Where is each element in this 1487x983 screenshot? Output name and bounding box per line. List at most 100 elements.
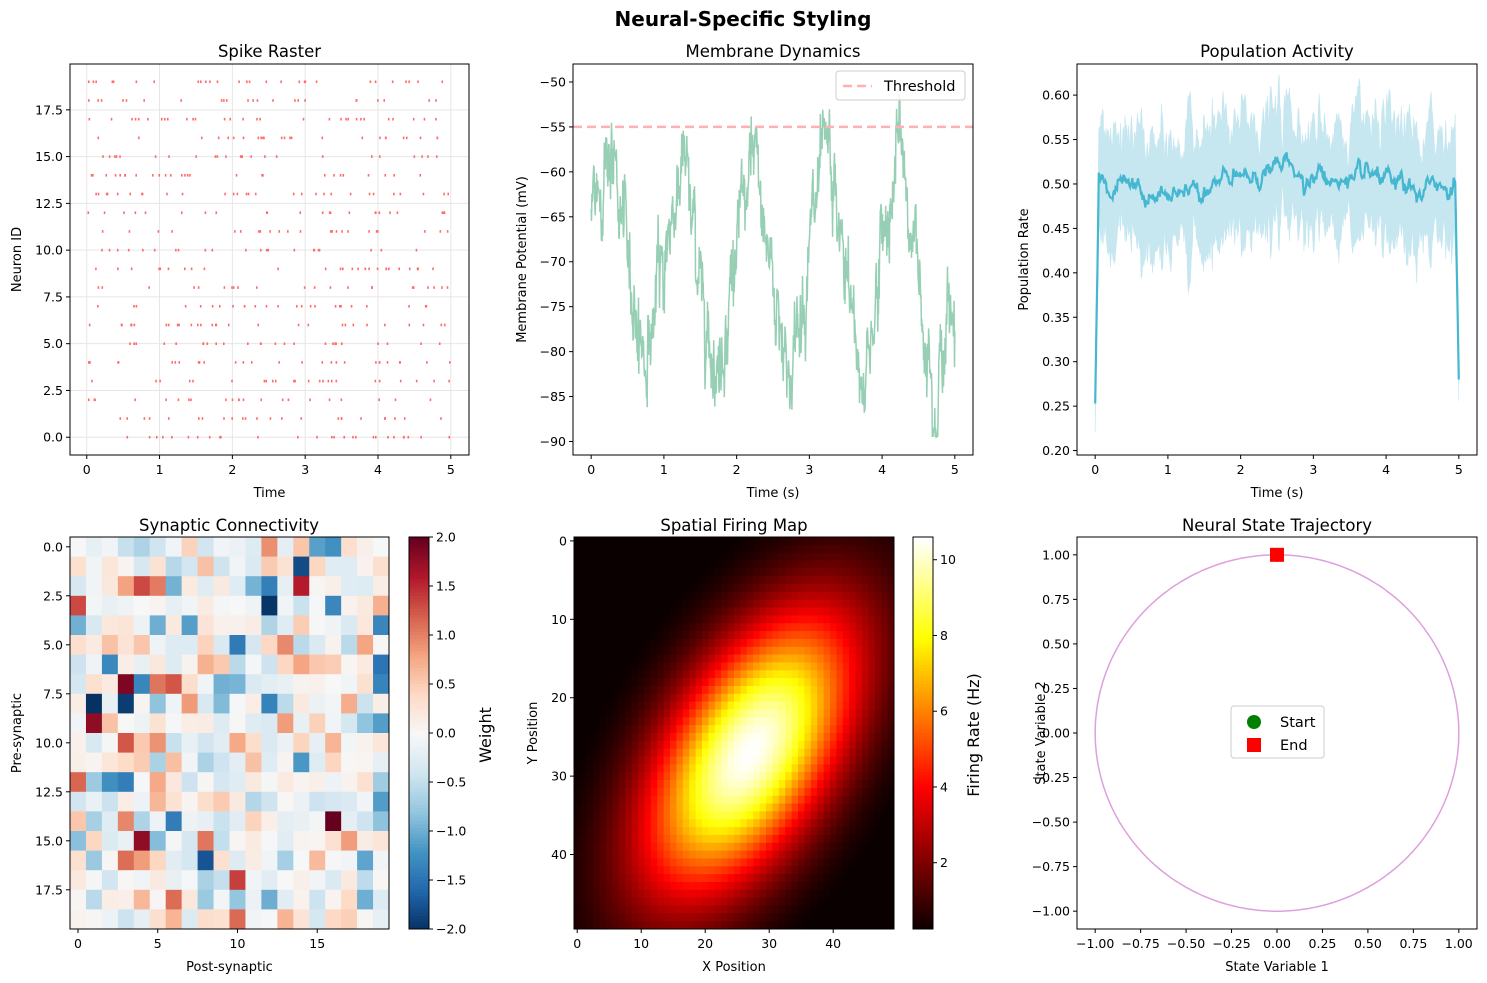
- spatial-cell: [753, 874, 760, 883]
- spatial-cell: [753, 921, 760, 930]
- spatial-cell: [785, 756, 792, 765]
- spatial-cell: [599, 725, 607, 734]
- spatial-cell: [625, 568, 632, 577]
- spatial-cell: [810, 537, 818, 546]
- spatial-cell: [740, 905, 748, 914]
- spatial-cell: [836, 842, 844, 851]
- spatial-cell: [746, 733, 754, 742]
- spatial-cell: [823, 834, 831, 844]
- spatial-colorbar-step: [913, 883, 933, 888]
- spatial-cell: [791, 544, 799, 554]
- spatial-cell: [631, 772, 639, 781]
- spatial-cell: [862, 725, 869, 734]
- spatial-cell: [638, 631, 645, 640]
- spatial-cell: [804, 631, 812, 640]
- connectivity-cell: [70, 674, 87, 695]
- spatial-cell: [855, 685, 863, 695]
- connectivity-cell: [357, 615, 374, 636]
- spatial-cell: [849, 740, 856, 750]
- spatial-colorbar-step: [913, 834, 933, 839]
- spatial-cell: [721, 685, 728, 695]
- spatial-cell: [708, 701, 716, 710]
- connectivity-cell: [165, 674, 183, 695]
- spatial-cell: [689, 646, 696, 655]
- spatial-cell: [785, 725, 792, 734]
- spatial-cell: [631, 764, 639, 773]
- connectivity-cell: [309, 576, 326, 597]
- spatial-cell: [670, 685, 677, 695]
- spatial-cell: [618, 811, 626, 820]
- spatial-cell: [798, 897, 805, 906]
- spatial-cell: [695, 678, 703, 687]
- spatial-cell: [663, 866, 671, 875]
- spatial-cell: [586, 881, 594, 891]
- spatial-cell: [849, 623, 856, 632]
- spatial-cell: [650, 654, 658, 663]
- spatial-cell: [842, 740, 850, 750]
- spatial-cell: [599, 638, 607, 648]
- spatial-cell: [593, 701, 600, 710]
- spatial-cell: [586, 568, 594, 577]
- spatial-cell: [663, 552, 671, 561]
- trajectory-ytick-label-1: 0.75: [1042, 592, 1070, 607]
- spatial-cell: [855, 787, 863, 797]
- spatial-cell: [714, 701, 722, 710]
- spatial-cell: [670, 772, 677, 781]
- spatial-cell: [804, 725, 812, 734]
- spatial-cell: [887, 576, 895, 585]
- spatial-cell: [593, 544, 600, 554]
- spike-raster-ytick-label-7: 17.5: [35, 102, 63, 117]
- spatial-cell: [682, 717, 690, 726]
- spatial-cell: [778, 850, 786, 859]
- spatial-cell: [830, 866, 837, 875]
- connectivity-chart: Synaptic Connectivity 0 5 10 15 0.02.55.07.…: [10, 516, 495, 975]
- spatial-cell: [580, 670, 588, 679]
- spatial-cell: [612, 858, 620, 867]
- spatial-cell: [702, 905, 709, 914]
- spatial-cell: [708, 740, 716, 750]
- connectivity-cell: [325, 909, 342, 930]
- population-ytick-label-1: 0.25: [1042, 399, 1070, 414]
- connectivity-cell: [149, 733, 167, 753]
- spatial-cell: [606, 623, 613, 632]
- spatial-cell: [830, 662, 837, 671]
- spatial-cell: [810, 552, 818, 561]
- spatial-cell: [874, 874, 882, 883]
- connectivity-cell: [277, 654, 294, 675]
- spatial-cell: [881, 709, 888, 718]
- spatial-cell: [727, 772, 735, 781]
- spatial-cell: [676, 772, 684, 781]
- spatial-cell: [862, 709, 869, 718]
- spatial-cell: [817, 780, 824, 789]
- spatial-cell: [772, 701, 780, 710]
- spatial-cell: [881, 803, 888, 812]
- spatial-cell: [791, 709, 799, 718]
- spatial-cell: [836, 693, 844, 703]
- spatial-cell: [817, 709, 824, 718]
- spatial-cell: [862, 874, 869, 883]
- spatial-cell: [868, 897, 876, 906]
- spatial-cell: [638, 811, 645, 820]
- spatial-cell: [874, 834, 882, 844]
- spatial-cell: [734, 654, 741, 663]
- trajectory-ytick-label-3: 0.25: [1042, 681, 1070, 696]
- connectivity-cell: [149, 889, 167, 910]
- spatial-cell: [804, 858, 812, 867]
- connectivity-cell: [277, 615, 294, 636]
- spatial-cell: [682, 560, 690, 569]
- spatial-cell: [727, 607, 735, 616]
- spatial-cell: [689, 537, 696, 546]
- spatial-colorbar-step: [913, 798, 933, 803]
- spatial-cell: [734, 858, 741, 867]
- spatial-cell: [830, 544, 837, 554]
- spatial-cell: [874, 584, 882, 593]
- spatial-cell: [714, 803, 722, 812]
- spatial-cell: [881, 615, 888, 624]
- spatial-cell: [714, 685, 722, 695]
- spatial-cell: [772, 725, 780, 734]
- spatial-xtick-label-4: 40: [825, 936, 841, 951]
- spatial-cell: [721, 780, 728, 789]
- spatial-cell: [586, 709, 594, 718]
- spatial-cell: [638, 576, 645, 585]
- spatial-cell: [862, 795, 869, 804]
